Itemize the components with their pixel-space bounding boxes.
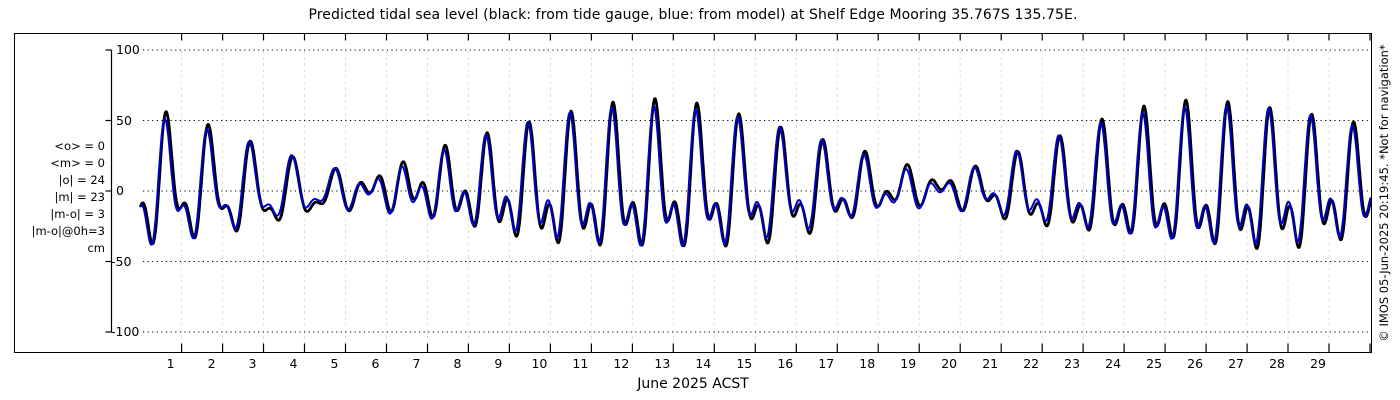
- y-tick-label: 100: [116, 42, 140, 57]
- x-tick-label: 24: [1105, 356, 1122, 371]
- stat-abs-model: |m| = 23: [54, 190, 105, 204]
- x-tick-label: 6: [371, 356, 380, 371]
- x-tick-label: 13: [654, 356, 671, 371]
- x-tick-label: 20: [941, 356, 958, 371]
- y-tick-label: -50: [111, 253, 132, 269]
- x-tick-label: 18: [859, 356, 876, 371]
- x-tick-label: 8: [453, 356, 462, 371]
- x-tick-label: 27: [1228, 356, 1244, 371]
- x-tick-label: 28: [1269, 356, 1285, 371]
- x-tick-label: 19: [900, 356, 917, 371]
- x-tick-label: 5: [330, 356, 339, 371]
- x-tick-label: 26: [1187, 356, 1204, 371]
- x-tick-label: 23: [1064, 356, 1081, 371]
- stat-units: cm: [87, 241, 105, 255]
- x-tick-label: 9: [494, 356, 503, 371]
- x-tick-label: 10: [531, 356, 548, 371]
- chart-title: Predicted tidal sea level (black: from t…: [308, 7, 1078, 23]
- imos-watermark: © IMOS 05-Jun-2025 20:19:45. *Not for na…: [1377, 44, 1391, 342]
- stat-mean-model: <m> = 0: [50, 156, 105, 170]
- x-tick-label: 29: [1310, 356, 1326, 371]
- x-tick-label: 21: [982, 356, 999, 371]
- stat-abs-observed: |o| = 24: [58, 173, 105, 187]
- y-tick-label: -100: [111, 324, 140, 339]
- x-tick-label: 16: [777, 356, 794, 371]
- x-tick-label: 25: [1146, 356, 1163, 371]
- x-tick-label: 15: [736, 356, 753, 371]
- x-tick-label: 4: [289, 356, 298, 371]
- x-tick-label: 1: [166, 356, 175, 371]
- x-tick-label: 12: [613, 356, 630, 371]
- x-axis-label: June 2025 ACST: [637, 376, 749, 392]
- x-tick-label: 22: [1023, 356, 1040, 371]
- stat-abs-diff-0h: |m-o|@0h=3: [31, 224, 105, 238]
- x-tick-label: 14: [695, 356, 712, 371]
- stat-mean-observed: <o> = 0: [54, 139, 105, 153]
- y-tick-label: 0: [116, 183, 124, 198]
- x-tick-label: 11: [572, 356, 589, 371]
- y-tick-label: 50: [116, 112, 132, 128]
- stat-abs-diff: |m-o| = 3: [50, 207, 105, 221]
- x-tick-label: 7: [412, 356, 421, 371]
- x-tick-label: 3: [248, 356, 257, 371]
- x-tick-label: 2: [207, 356, 216, 371]
- stats-block: <o> = 0 <m> = 0 |o| = 24 |m| = 23 |m-o| …: [14, 138, 105, 257]
- x-tick-label: 17: [818, 356, 835, 371]
